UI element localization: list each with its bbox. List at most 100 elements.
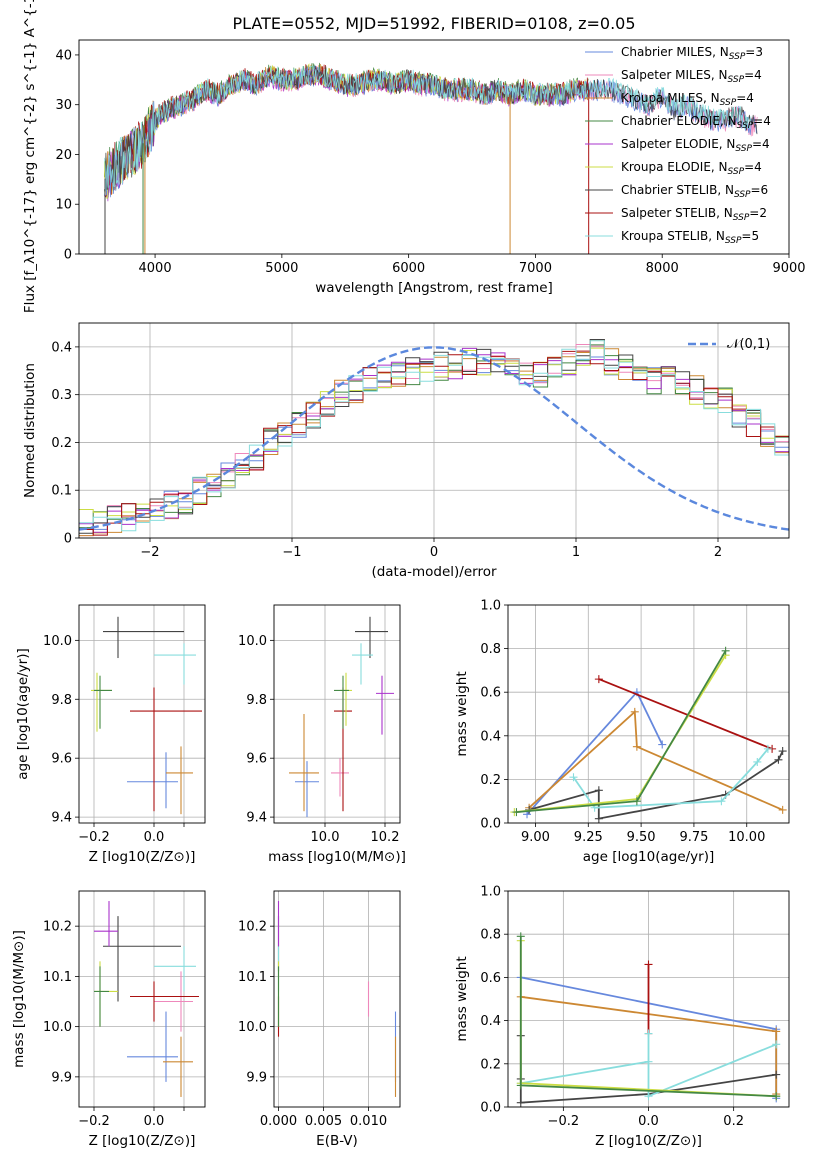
errorbar-point-salp_miles [154, 971, 193, 1032]
legend-item: Salpeter STELIB, NSSP=2 [585, 206, 767, 223]
legend-count: =2 [749, 206, 767, 220]
axes-frame [273, 604, 401, 824]
y-tick-label: 0 [64, 248, 72, 263]
y-tick-label: 10.0 [43, 1020, 72, 1035]
legend-label: Chabrier MILES, NSSP=3 [621, 45, 763, 62]
legend-label: Kroupa ELODIE, NSSP=4 [621, 160, 762, 177]
weight-marker [594, 675, 603, 684]
weight-marker [778, 747, 787, 756]
y-tick-label: 0.8 [480, 928, 501, 943]
errorbar-point-salp_stelib [130, 687, 202, 812]
axes-frame [78, 890, 206, 1108]
plot-area [104, 62, 758, 254]
x-tick-label: 5000 [265, 261, 298, 276]
weight-marker [630, 707, 639, 716]
x-tick-label: −1 [282, 545, 301, 560]
y-tick-label: 1.0 [480, 599, 501, 614]
y-tick-label: 0.3 [51, 388, 72, 403]
x-tick-label: 7000 [519, 261, 552, 276]
histogram-krou_elodie [79, 347, 789, 517]
legend-item: Salpeter ELODIE, NSSP=4 [585, 137, 770, 154]
y-tick-label: 40 [55, 48, 72, 63]
x-tick-label: 0.0 [638, 1114, 659, 1129]
legend-label: Chabrier ELODIE, NSSP=4 [621, 114, 771, 131]
y-tick-label: 10.1 [238, 970, 267, 985]
x-tick-label: 0.2 [723, 1114, 744, 1129]
errorbar-point-chab_stelib [103, 916, 181, 1002]
x-tick-label: −2 [140, 545, 159, 560]
legend-subscript: SSP [735, 144, 752, 154]
y-axis-label: Normed distribution [22, 363, 38, 498]
legend-item: Kroupa ELODIE, NSSP=4 [585, 160, 762, 177]
weight-marker [772, 1092, 781, 1101]
x-axis-label: age [log10(age/yr)] [583, 849, 715, 865]
y-tick-label: 0.6 [480, 686, 501, 701]
weight-marker [644, 960, 653, 969]
legend-item: Kroupa STELIB, NSSP=5 [585, 229, 759, 246]
ticks: −0.2 0.0 9.9 10.0 10.1 10.2 [43, 920, 185, 1129]
errorbar-point-chab_stelib [355, 616, 388, 659]
plot-area [289, 616, 394, 818]
legend-count: =4 [753, 114, 771, 128]
legend-count: =4 [736, 91, 754, 105]
weight-marker [594, 814, 603, 823]
legend-subscript: SSP [725, 236, 742, 246]
legend-item: Salpeter MILES, NSSP=4 [585, 68, 762, 85]
weight-line-chab_miles [526, 690, 664, 815]
legend-label: Chabrier STELIB, NSSP=6 [621, 183, 768, 200]
x-tick-label: 10.2 [371, 830, 400, 845]
errorbar-point-salp_elodie [94, 901, 118, 947]
grid [274, 891, 400, 1107]
grid [274, 605, 400, 823]
y-tick-label: 9.6 [51, 752, 72, 767]
legend-count: =4 [744, 68, 762, 82]
weight-marker [516, 1081, 525, 1090]
y-tick-label: 9.6 [246, 752, 267, 767]
grid [79, 891, 205, 1107]
legend-subscript: SSP [729, 52, 746, 62]
axes-frame [507, 604, 790, 824]
y-tick-label: 9.9 [51, 1070, 72, 1085]
axes-frame [78, 604, 206, 824]
x-tick-label: 8000 [646, 261, 679, 276]
y-tick-label: 0.1 [51, 484, 72, 499]
y-tick-label: 10.0 [238, 1020, 267, 1035]
y-tick-label: 9.8 [51, 693, 72, 708]
x-axis-label: Z [log10(Z/Z⊙)] [595, 1133, 702, 1149]
ticks: −0.2 0.0 9.4 9.6 9.8 10.0 [43, 634, 185, 845]
legend-label: Kroupa STELIB, NSSP=5 [621, 229, 759, 246]
weight-line-chab_stelib [528, 750, 784, 820]
y-tick-label: 10 [55, 198, 72, 213]
legend-item: Chabrier ELODIE, NSSP=4 [585, 114, 771, 131]
x-tick-label: 0 [430, 545, 438, 560]
y-tick-label: 10.0 [43, 634, 72, 649]
histogram-chab_stelib [79, 339, 789, 534]
x-tick-label: −0.2 [548, 1114, 580, 1129]
y-tick-label: 0.4 [480, 729, 501, 744]
x-axis-label: Z [log10(Z/Z⊙)] [89, 1133, 196, 1149]
legend-subscript: SSP [737, 121, 754, 131]
weight-marker [774, 755, 783, 764]
legend-count: =4 [752, 137, 770, 151]
weight-line-salp_stelib [598, 678, 773, 750]
weight-marker [772, 1027, 781, 1036]
panel-residual: −2 −1 0 1 2 0 0.1 0.2 0.3 0.4 (data-model)/error No… [22, 322, 790, 580]
y-tick-label: 9.9 [246, 1070, 267, 1085]
panel-weight_vs_age: 9.00 9.25 9.50 9.75 10.00 0.0 0.2 0.4 0.6 0.8 1.0 a… [454, 599, 790, 865]
weight-marker [717, 797, 726, 806]
errorbar-point-chab_elodie [94, 966, 109, 1027]
weight-marker [644, 1029, 653, 1038]
errorbar-point-chab_stelib [103, 616, 184, 659]
y-tick-label: 1.0 [480, 885, 501, 900]
weight-marker [721, 646, 730, 655]
x-tick-label: 0.0 [144, 1114, 165, 1129]
panel-mass_vs_ebv: 0.000 0.005 0.010 9.9 10.0 10.1 10.2 E(B-V) [238, 890, 401, 1149]
y-tick-label: 0.0 [480, 1101, 501, 1116]
errorbar-point-krou_elodie [94, 961, 118, 1027]
y-tick-label: 20 [55, 148, 72, 163]
weight-marker [594, 786, 603, 795]
y-tick-label: 10.0 [238, 634, 267, 649]
legend-subscript: SSP [720, 98, 737, 108]
y-tick-label: 0.8 [480, 642, 501, 657]
